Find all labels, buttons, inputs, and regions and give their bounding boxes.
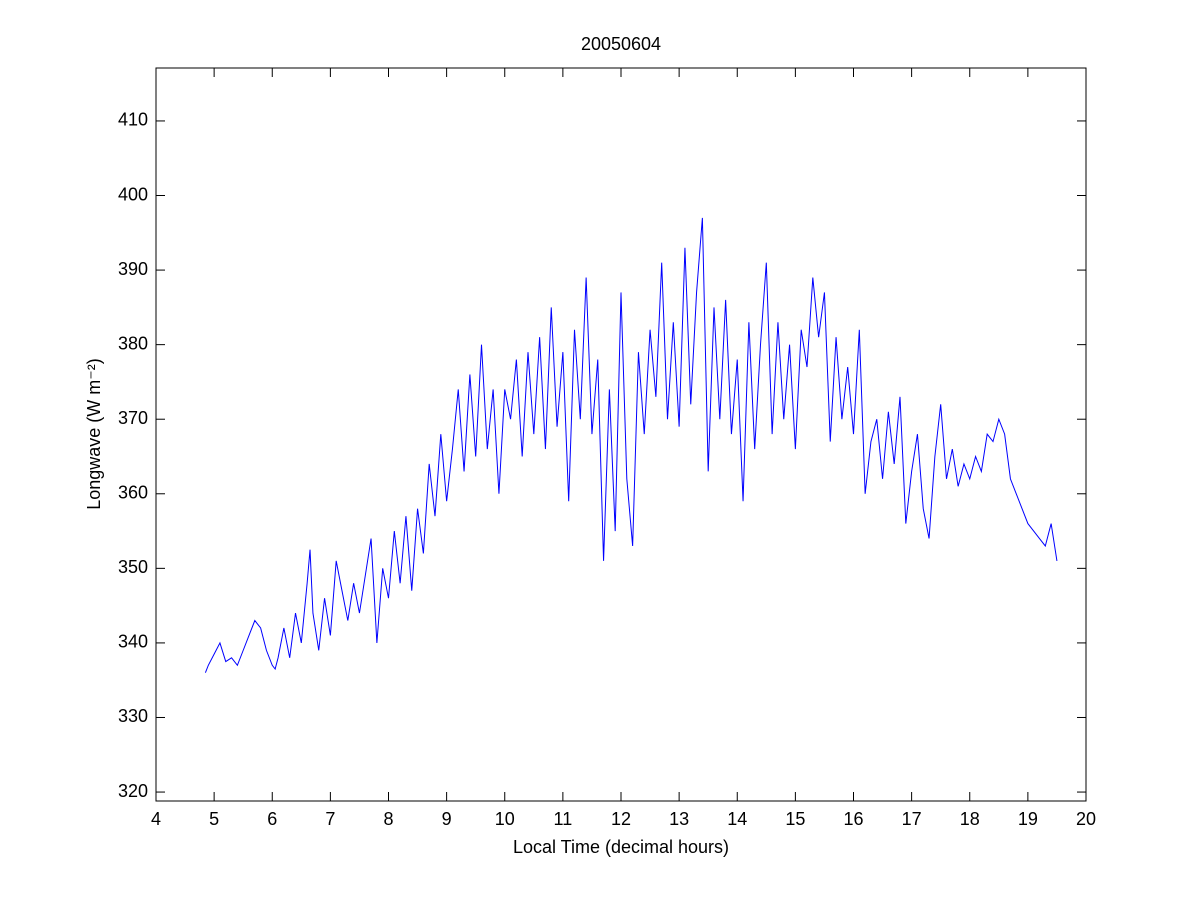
y-tick-label: 400 [118, 184, 148, 204]
y-tick-label: 360 [118, 483, 148, 503]
x-axis-label: Local Time (decimal hours) [513, 837, 729, 857]
y-tick-label: 320 [118, 781, 148, 801]
x-tick-label: 19 [1018, 809, 1038, 829]
x-tick-label: 4 [151, 809, 161, 829]
x-tick-label: 12 [611, 809, 631, 829]
y-tick-label: 340 [118, 632, 148, 652]
y-tick-label: 410 [118, 110, 148, 130]
y-tick-label: 390 [118, 259, 148, 279]
x-tick-label: 5 [209, 809, 219, 829]
x-tick-label: 11 [554, 809, 573, 829]
x-tick-label: 7 [325, 809, 335, 829]
chart-title: 20050604 [581, 34, 661, 54]
x-tick-label: 6 [267, 809, 277, 829]
x-tick-label: 10 [495, 809, 515, 829]
y-tick-label: 350 [118, 557, 148, 577]
x-tick-label: 20 [1076, 809, 1096, 829]
x-tick-label: 15 [785, 809, 805, 829]
x-tick-label: 9 [442, 809, 452, 829]
x-tick-label: 8 [383, 809, 393, 829]
y-tick-label: 330 [118, 706, 148, 726]
x-tick-label: 17 [902, 809, 922, 829]
x-tick-label: 13 [669, 809, 689, 829]
y-axis-label: Longwave (W m⁻²) [84, 358, 104, 510]
x-tick-label: 18 [960, 809, 980, 829]
data-line [204, 217, 1058, 673]
y-tick-label: 380 [118, 333, 148, 353]
x-tick-label: 16 [843, 809, 863, 829]
x-tick-label: 14 [727, 809, 747, 829]
y-tick-label: 370 [118, 408, 148, 428]
